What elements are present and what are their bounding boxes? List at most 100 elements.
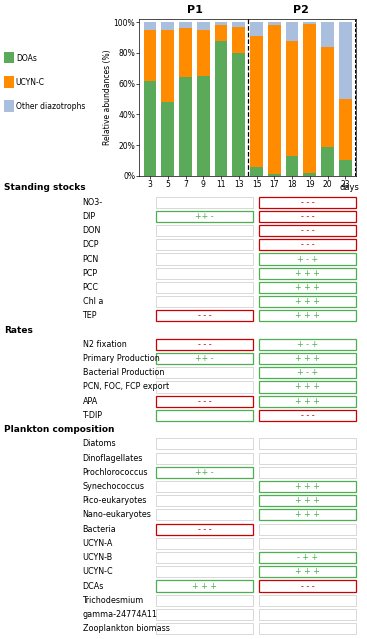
Bar (215, 22, 228, 26)
Bar (197, 22, 210, 30)
Text: - - -: - - - (301, 212, 314, 221)
Text: DIP: DIP (83, 212, 96, 221)
Text: ++ -: ++ - (195, 212, 214, 221)
Bar (179, 77, 192, 176)
Bar (144, 22, 156, 30)
Text: ++ -: ++ - (195, 468, 214, 477)
Bar (304, 173, 316, 176)
Bar (250, 22, 263, 36)
Bar (197, 30, 210, 76)
Text: Synechococcus: Synechococcus (83, 482, 145, 491)
Text: - - -: - - - (301, 240, 314, 249)
Text: Diatoms: Diatoms (83, 440, 116, 449)
Text: UCYN-A: UCYN-A (83, 539, 113, 548)
Bar (250, 36, 263, 167)
Text: + + +: + + + (295, 397, 320, 406)
Text: Dinoflagellates: Dinoflagellates (83, 454, 143, 463)
Text: PCP: PCP (83, 269, 98, 278)
Text: - + +: - + + (297, 553, 318, 562)
Bar (321, 22, 334, 47)
Text: DCAs: DCAs (83, 581, 104, 590)
Text: + + +: + + + (295, 511, 320, 520)
Bar (144, 81, 156, 176)
Text: + - +: + - + (297, 368, 318, 377)
Text: ++ -: ++ - (195, 354, 214, 363)
Text: + + +: + + + (295, 567, 320, 576)
Text: - - -: - - - (198, 311, 211, 320)
Text: APA: APA (83, 397, 98, 406)
Text: PCN: PCN (83, 254, 99, 263)
Text: + + +: + + + (295, 283, 320, 292)
Text: Other diazotrophs: Other diazotrophs (16, 102, 85, 111)
Text: - - -: - - - (301, 226, 314, 235)
Bar (250, 167, 263, 176)
Text: + + +: + + + (295, 354, 320, 363)
Text: - - -: - - - (198, 525, 211, 534)
Bar (232, 27, 245, 53)
Text: PCC: PCC (83, 283, 99, 292)
Text: + + +: + + + (295, 497, 320, 505)
Bar (179, 28, 192, 77)
Bar (286, 156, 298, 176)
Text: N2 fixation: N2 fixation (83, 340, 126, 349)
Bar (215, 41, 228, 176)
Text: NO3-: NO3- (83, 197, 103, 206)
Text: UCYN-C: UCYN-C (16, 78, 45, 87)
Bar (286, 41, 298, 156)
Text: + + +: + + + (295, 297, 320, 306)
Text: days: days (340, 183, 360, 192)
Text: - - -: - - - (198, 397, 211, 406)
Text: DON: DON (83, 226, 101, 235)
Text: Standing stocks: Standing stocks (4, 183, 85, 192)
Text: UCYN-C: UCYN-C (83, 567, 113, 576)
Text: gamma-24774A11: gamma-24774A11 (83, 610, 157, 619)
Text: TEP: TEP (83, 311, 97, 320)
Bar (304, 24, 316, 173)
Bar (215, 26, 228, 41)
Bar (161, 30, 174, 102)
Text: - - -: - - - (301, 197, 314, 206)
Text: Trichodesmium: Trichodesmium (83, 596, 144, 604)
Text: + + +: + + + (295, 311, 320, 320)
Bar (304, 22, 316, 24)
Text: + + +: + + + (295, 269, 320, 278)
Bar (339, 22, 352, 99)
Text: + + +: + + + (295, 383, 320, 392)
Text: Zooplankton biomass: Zooplankton biomass (83, 624, 170, 633)
Text: Pico-eukaryotes: Pico-eukaryotes (83, 497, 147, 505)
Text: Prochlorococcus: Prochlorococcus (83, 468, 148, 477)
Bar (268, 22, 281, 26)
Text: Chl a: Chl a (83, 297, 103, 306)
Text: Bacterial Production: Bacterial Production (83, 368, 164, 377)
Text: Rates: Rates (4, 326, 33, 335)
Text: + - +: + - + (297, 254, 318, 263)
Bar (268, 174, 281, 176)
Bar (268, 26, 281, 174)
Text: DOAs: DOAs (16, 54, 37, 63)
Text: Plankton composition: Plankton composition (4, 425, 114, 434)
Text: - - -: - - - (301, 411, 314, 420)
Bar (286, 22, 298, 41)
Text: UCYN-B: UCYN-B (83, 553, 113, 562)
Bar (161, 102, 174, 176)
Text: PCN, FOC, FCP export: PCN, FOC, FCP export (83, 383, 169, 392)
Bar (232, 22, 245, 27)
Text: + + +: + + + (295, 482, 320, 491)
Text: Nano-eukaryotes: Nano-eukaryotes (83, 511, 152, 520)
Text: T-DIP: T-DIP (83, 411, 102, 420)
Text: + + +: + + + (192, 581, 217, 590)
Bar (339, 160, 352, 176)
Text: DCP: DCP (83, 240, 99, 249)
Text: P1: P1 (186, 4, 203, 15)
Text: Primary Production: Primary Production (83, 354, 159, 363)
Text: - - -: - - - (198, 340, 211, 349)
Bar (161, 22, 174, 30)
Bar (321, 146, 334, 176)
Bar (197, 76, 210, 176)
Text: P2: P2 (293, 4, 309, 15)
Bar (339, 99, 352, 160)
Bar (321, 47, 334, 146)
Y-axis label: Relative abundances (%): Relative abundances (%) (103, 50, 112, 145)
Bar (179, 22, 192, 28)
Text: + - +: + - + (297, 340, 318, 349)
